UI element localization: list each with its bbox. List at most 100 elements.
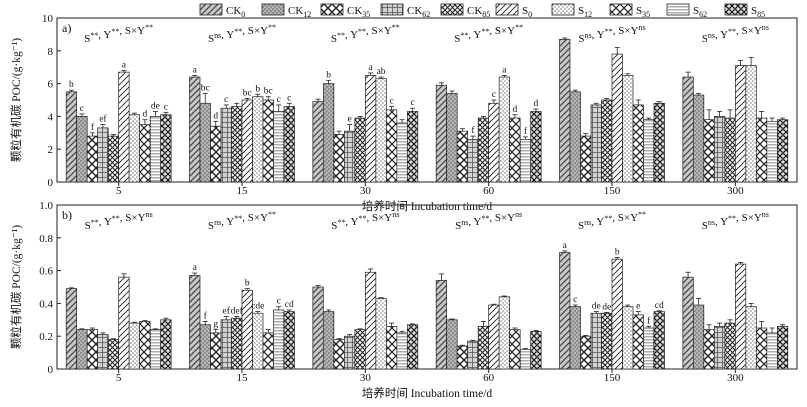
bar bbox=[643, 119, 655, 183]
y-tick-label: 0.2 bbox=[39, 331, 53, 343]
bar bbox=[76, 329, 88, 370]
legend-item: S85 bbox=[724, 3, 765, 19]
legend-item: CK35 bbox=[320, 3, 370, 19]
y-tick-label: 1.0 bbox=[39, 200, 53, 212]
bar bbox=[456, 130, 469, 183]
x-tick-label: 15 bbox=[237, 372, 249, 384]
category-group: 30 S**, Y**, S×Yns bbox=[312, 210, 419, 384]
bar bbox=[149, 329, 162, 370]
bar bbox=[643, 327, 655, 370]
significance-label: S**, Y**, S×Y** bbox=[331, 23, 400, 45]
bar bbox=[333, 339, 345, 370]
significance-letter: b bbox=[245, 279, 250, 289]
bar bbox=[231, 106, 243, 183]
legend-item: CK0 bbox=[199, 3, 245, 19]
x-axis-title: 培养时间 Incubation time/d bbox=[362, 199, 493, 213]
category-group: 150 Sns, Y**, S×Yns bbox=[559, 23, 665, 197]
significance-letter: c bbox=[277, 297, 281, 307]
bar bbox=[118, 71, 130, 183]
bar bbox=[241, 99, 253, 183]
panel-b: 0 0.2 0.4 0.6 0.8 1.0 颗粒有机碳 POC/(g·kg⁻¹) b) 培养时间… bbox=[9, 200, 798, 400]
significance-letter: a bbox=[502, 65, 507, 75]
x-tick-label: 30 bbox=[360, 372, 372, 384]
significance-label: Sns, Y**, S×Yns bbox=[578, 23, 645, 45]
significance-letter: a bbox=[193, 263, 198, 273]
category-group: 300 Sns, Y**, S×Yns bbox=[682, 23, 789, 197]
bar bbox=[199, 102, 211, 183]
significance-letter: f bbox=[204, 310, 208, 321]
significance-label: S**, Y**, S×Yns bbox=[85, 210, 153, 232]
bar bbox=[766, 332, 778, 370]
bar bbox=[118, 276, 130, 370]
bar bbox=[252, 312, 264, 370]
significance-letter: c bbox=[573, 295, 577, 305]
plot-frame bbox=[56, 17, 798, 183]
bar bbox=[322, 83, 335, 183]
y-tick-label: 0.8 bbox=[39, 233, 53, 245]
bar bbox=[262, 99, 274, 183]
x-tick-label: 30 bbox=[360, 185, 372, 197]
legend-swatch bbox=[320, 3, 344, 16]
x-tick-label: 150 bbox=[604, 185, 621, 197]
x-tick-label: 15 bbox=[237, 185, 249, 197]
significance-label: Sns, Y**, S×Yns bbox=[702, 23, 769, 45]
bar bbox=[498, 76, 511, 183]
bar bbox=[189, 76, 201, 183]
bar bbox=[354, 329, 366, 370]
legend-label: CK85 bbox=[467, 5, 490, 19]
bar bbox=[199, 324, 211, 370]
y-tick-label: 0.6 bbox=[39, 266, 53, 278]
bar bbox=[220, 319, 232, 370]
bar bbox=[406, 324, 419, 370]
significance-letter: de bbox=[592, 302, 601, 312]
significance-letter: b bbox=[615, 247, 620, 257]
x-tick-label: 150 bbox=[604, 372, 621, 384]
significance-label: Sns, Y**, S×Yns bbox=[455, 210, 522, 232]
y-axis-title: 颗粒有机碳 POC/(g·kg⁻¹) bbox=[9, 225, 23, 349]
significance-letter: b bbox=[255, 84, 260, 94]
bar bbox=[231, 317, 243, 370]
bar bbox=[611, 258, 623, 370]
legend-item: CK85 bbox=[440, 3, 490, 19]
bar bbox=[632, 314, 644, 370]
bar bbox=[262, 332, 274, 370]
bar bbox=[692, 304, 705, 370]
panel-label: a) bbox=[62, 21, 71, 35]
bar bbox=[446, 319, 458, 370]
category-group: 5 S**, Y**, S×Yns bbox=[65, 210, 172, 384]
bar bbox=[252, 96, 264, 183]
bar bbox=[713, 116, 726, 183]
bar bbox=[509, 329, 521, 370]
bar bbox=[312, 101, 324, 183]
bar bbox=[65, 91, 78, 183]
legend-label: S0 bbox=[522, 5, 532, 19]
significance-letter: c bbox=[224, 95, 228, 105]
legend-label: CK12 bbox=[288, 5, 311, 19]
significance-letter: de bbox=[602, 302, 611, 312]
bar bbox=[283, 311, 295, 370]
significance-letter: e bbox=[636, 302, 640, 312]
bar bbox=[86, 329, 99, 370]
bar bbox=[283, 106, 295, 183]
bar bbox=[128, 322, 141, 370]
bar bbox=[755, 327, 768, 370]
bar bbox=[590, 312, 602, 370]
bar bbox=[692, 94, 705, 183]
bar bbox=[580, 135, 592, 183]
x-tick-label: 5 bbox=[116, 185, 122, 197]
legend-label: S35 bbox=[636, 5, 650, 19]
bar bbox=[333, 134, 345, 183]
significance-letter: c bbox=[80, 104, 84, 114]
bar bbox=[622, 306, 634, 370]
bar bbox=[128, 114, 141, 183]
legend-item: S0 bbox=[495, 3, 532, 19]
bar bbox=[498, 296, 511, 370]
bar bbox=[456, 345, 469, 370]
significance-letter: a bbox=[368, 63, 373, 73]
category-group: 300 Sns, Y**, S×Yns bbox=[682, 210, 789, 384]
bar bbox=[86, 135, 99, 183]
legend-item: S35 bbox=[609, 3, 650, 19]
bar bbox=[97, 127, 109, 183]
